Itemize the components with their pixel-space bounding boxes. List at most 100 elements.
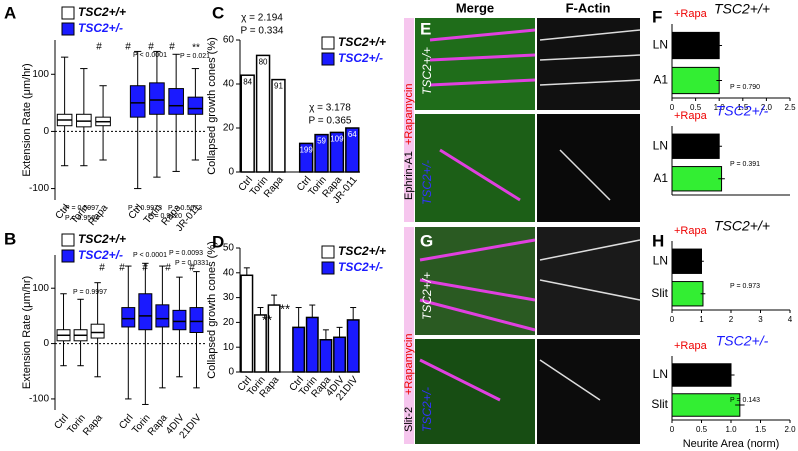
x-tick-label: 1.5 bbox=[737, 103, 749, 112]
y-tick-label: 20 bbox=[223, 317, 235, 328]
annotation: # bbox=[189, 263, 195, 274]
annotation: χ = 2.194 bbox=[241, 13, 283, 24]
annotation: P = 0.334 bbox=[241, 26, 284, 37]
legend-swatch bbox=[321, 36, 335, 50]
bar bbox=[240, 274, 254, 373]
bar bbox=[671, 133, 720, 159]
bar bbox=[329, 131, 345, 173]
box bbox=[155, 304, 170, 328]
annotation: P = 0.365 bbox=[309, 116, 352, 127]
category-label: Slit bbox=[651, 397, 668, 411]
annotation: P = 0.790 bbox=[730, 84, 760, 91]
y-tick-label: 50 bbox=[223, 243, 235, 254]
n-label: 64 bbox=[348, 130, 357, 139]
row-label: Ephrin-A1 bbox=[403, 151, 415, 200]
row-label: Slit-2 bbox=[403, 407, 415, 432]
panel-letter: B bbox=[4, 229, 16, 248]
box bbox=[187, 96, 204, 115]
x-tick-label: 4 bbox=[788, 315, 793, 324]
x-tick-label: 1.5 bbox=[755, 425, 767, 434]
genotype-label: TSC2+/+ bbox=[420, 47, 434, 95]
row-label: +Rapamycin bbox=[403, 84, 415, 145]
category-label: A1 bbox=[653, 73, 668, 87]
legend-swatch bbox=[321, 52, 335, 66]
n-label: 84 bbox=[243, 77, 252, 86]
title: TSC2+/+ bbox=[714, 218, 770, 234]
x-tick-label: 0 bbox=[670, 103, 675, 112]
x-tick-label: 2.0 bbox=[761, 103, 773, 112]
bar bbox=[671, 248, 702, 274]
annotation: P = 0.143 bbox=[730, 397, 760, 404]
annotation: P = 0.9973 bbox=[128, 205, 162, 212]
box bbox=[129, 85, 146, 118]
merge-image bbox=[415, 114, 535, 222]
column-title: Merge bbox=[456, 0, 494, 15]
box bbox=[138, 293, 153, 331]
category-label: Slit bbox=[651, 286, 668, 300]
actin-fibers bbox=[539, 29, 641, 401]
bar bbox=[346, 319, 360, 373]
panel-letter: D bbox=[212, 232, 224, 251]
annotation: χ = 3.178 bbox=[309, 103, 351, 114]
panel-letter: F bbox=[652, 7, 662, 26]
annotation: # bbox=[99, 263, 105, 274]
annotation: # bbox=[119, 263, 125, 274]
annotation: # bbox=[125, 42, 131, 53]
legend-label: TSC2+/+ bbox=[78, 5, 126, 19]
bar bbox=[292, 326, 306, 373]
annotation: ** bbox=[192, 43, 200, 54]
panel-letter: A bbox=[4, 3, 16, 22]
category-label: LN bbox=[653, 367, 668, 381]
box bbox=[168, 88, 184, 115]
annotation: P = 0.9120 bbox=[148, 213, 182, 220]
subtitle: +Rapa bbox=[674, 110, 708, 122]
y-tick-label: 100 bbox=[32, 69, 49, 80]
y-tick-label: 0 bbox=[43, 338, 49, 349]
y-tick-label: 20 bbox=[223, 123, 235, 134]
annotation: P = 0.5997 bbox=[65, 205, 99, 212]
panel-letter: E bbox=[420, 19, 431, 38]
actin-image bbox=[537, 227, 640, 335]
title: TSC2+/- bbox=[716, 333, 769, 349]
box bbox=[149, 82, 165, 115]
bar bbox=[298, 142, 314, 173]
y-axis-label: Extension Rate (μm/hr) bbox=[21, 276, 33, 389]
x-tick-label: 2.5 bbox=[784, 103, 796, 112]
n-label: 109 bbox=[330, 135, 344, 144]
annotation: P = 0.9564 bbox=[65, 215, 99, 222]
genotype-label: TSC2+/+ bbox=[420, 272, 434, 320]
column-title: F-Actin bbox=[566, 0, 611, 15]
annotation: # bbox=[96, 42, 102, 53]
panel-letter: G bbox=[420, 231, 433, 250]
legend-swatch bbox=[61, 6, 75, 20]
subtitle: +Rapa bbox=[674, 340, 708, 352]
legend-swatch bbox=[61, 233, 75, 247]
box bbox=[121, 307, 136, 328]
legend-swatch bbox=[321, 261, 335, 275]
bar bbox=[345, 127, 360, 173]
merge-image bbox=[415, 339, 535, 444]
bar bbox=[671, 31, 720, 60]
bar bbox=[671, 363, 732, 387]
bar bbox=[671, 66, 720, 95]
y-tick-label: 60 bbox=[223, 35, 235, 46]
annotation: P < 0.0001 bbox=[133, 52, 167, 59]
annotation: # bbox=[169, 42, 175, 53]
bar bbox=[240, 74, 255, 173]
actin-image bbox=[537, 114, 640, 222]
box bbox=[90, 323, 105, 339]
bar bbox=[671, 281, 704, 307]
bar bbox=[305, 316, 319, 373]
legend-label: TSC2+/- bbox=[78, 21, 123, 35]
panel-letter: C bbox=[212, 3, 224, 22]
x-tick-label: 2.0 bbox=[784, 425, 796, 434]
annotation: ** bbox=[262, 312, 272, 327]
legend-label: TSC2+/+ bbox=[338, 35, 386, 49]
category-label: LN bbox=[653, 253, 668, 267]
bar bbox=[314, 133, 329, 173]
y-tick-label: 0 bbox=[228, 367, 234, 378]
row-label: +Rapamycin bbox=[403, 334, 415, 395]
annotation: P = 0.391 bbox=[730, 161, 760, 168]
legend-swatch bbox=[61, 249, 75, 263]
